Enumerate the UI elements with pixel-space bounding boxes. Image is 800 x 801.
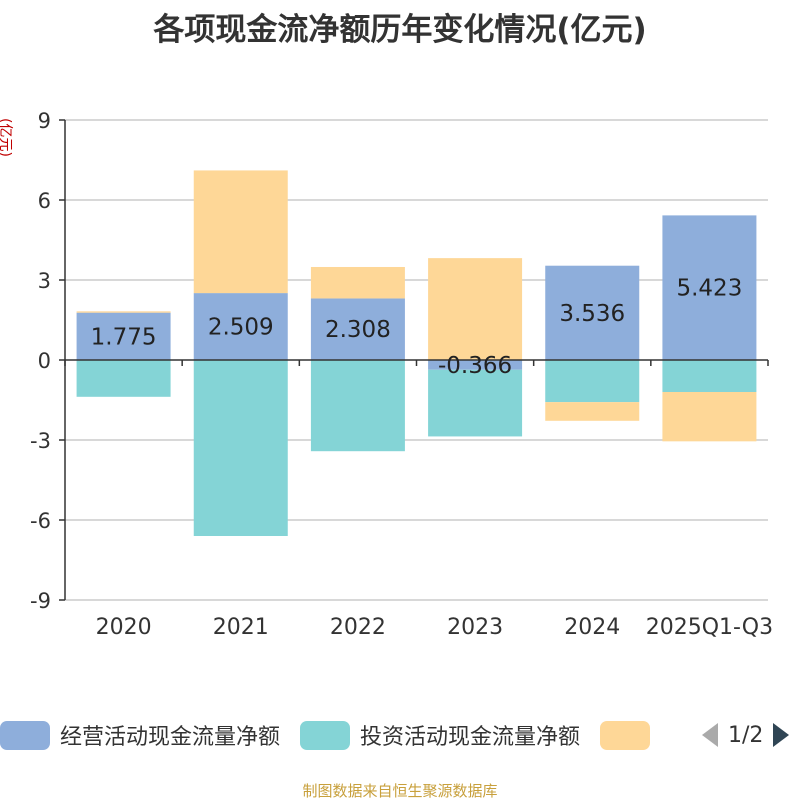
bar-series-1-2025Q1-Q3 xyxy=(662,215,757,360)
bar-series-3-2023 xyxy=(428,258,523,360)
chart-title: 各项现金流净额历年变化情况(亿元) xyxy=(153,12,647,48)
bar-series-2-2020 xyxy=(76,360,171,397)
x-tick-label: 2022 xyxy=(330,615,386,640)
chart-plot: 9 6 3 0 -3 -6 -9 1.775 2.509 2.308 -0.366 3.536 5.42… xyxy=(30,109,773,640)
legend-item-financing[interactable] xyxy=(600,720,660,750)
legend-item-operating[interactable]: 经营活动现金流量净额 xyxy=(0,719,280,751)
y-tick-label: -9 xyxy=(30,589,51,613)
y-tick-label: -3 xyxy=(30,429,51,453)
legend-swatch-financing xyxy=(600,720,651,750)
bar-series-1-2021 xyxy=(193,293,288,360)
legend: 经营活动现金流量净额 投资活动现金流量净额 xyxy=(0,718,680,752)
legend-page-indicator: 1/2 xyxy=(728,722,764,748)
bar-series-1-2022 xyxy=(310,298,405,360)
x-tick-label: 2025Q1-Q3 xyxy=(646,615,773,640)
data-label: -0.366 xyxy=(438,353,512,379)
legend-item-investing[interactable]: 投资活动现金流量净额 xyxy=(300,719,580,751)
bar-series-3-2022 xyxy=(310,266,405,299)
y-tick-label: 9 xyxy=(38,109,51,133)
y-tick-label: 3 xyxy=(38,269,51,293)
bar-series-3-2021 xyxy=(193,170,288,294)
legend-pager: 1/2 xyxy=(700,718,791,752)
y-axis-unit: (亿元) xyxy=(0,118,13,157)
bar-series-2-2022 xyxy=(310,360,405,452)
bar-series-3-2024 xyxy=(545,402,640,421)
legend-label-operating: 经营活动现金流量净额 xyxy=(60,725,281,750)
x-tick-label: 2024 xyxy=(564,615,620,640)
bar-series-1-2020 xyxy=(76,312,171,360)
y-tick-label: 0 xyxy=(38,349,51,373)
legend-label-investing: 投资活动现金流量净额 xyxy=(360,725,581,750)
legend-swatch-investing xyxy=(300,720,351,750)
bar-series-3-2025Q1-Q3 xyxy=(662,392,757,442)
bar-series-3-2020 xyxy=(76,311,171,313)
data-label: 2.509 xyxy=(208,315,274,341)
data-label: 1.775 xyxy=(91,324,157,350)
data-label: 3.536 xyxy=(559,301,625,327)
y-tick-label: -6 xyxy=(30,509,51,533)
x-tick-label: 2023 xyxy=(447,615,503,640)
bar-series-1-2024 xyxy=(545,265,640,360)
legend-next-icon[interactable] xyxy=(771,721,791,749)
y-tick-label: 6 xyxy=(38,189,51,213)
bar-series-2-2025Q1-Q3 xyxy=(662,360,757,392)
bar-series-2-2021 xyxy=(193,360,288,536)
bar-series-1-2023 xyxy=(428,360,523,370)
bar-series-2-2024 xyxy=(545,360,640,403)
bar-series-2-2023 xyxy=(428,369,523,437)
x-tick-label: 2020 xyxy=(96,615,152,640)
legend-swatch-operating xyxy=(0,720,50,750)
x-tick-label: 2021 xyxy=(213,615,269,640)
data-label: 5.423 xyxy=(676,276,742,302)
source-note: 制图数据来自恒生聚源数据库 xyxy=(302,782,498,800)
data-label: 2.308 xyxy=(325,317,391,343)
legend-prev-icon[interactable] xyxy=(700,721,720,749)
